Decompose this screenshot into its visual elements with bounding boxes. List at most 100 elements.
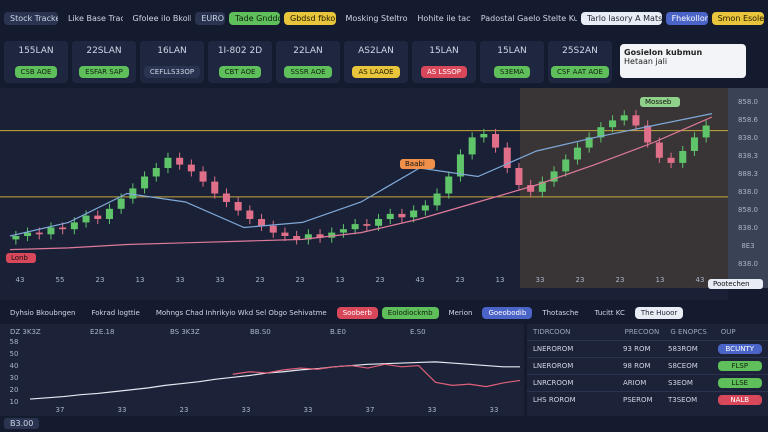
- ticker-card[interactable]: 25S2AN CSF AAT AOE: [548, 41, 612, 83]
- tab[interactable]: Fhekollon: [665, 11, 708, 25]
- cell: PSEROM: [623, 396, 653, 404]
- ticker-badge: CSF AAT AOE: [551, 66, 609, 78]
- candle-body: [339, 229, 347, 233]
- top-bar: Stock Tracker Like Base Trach Gfolee ilo B…: [0, 4, 768, 32]
- ticker-price: 1I-802 2D: [217, 46, 263, 56]
- ticker-badge: S3EMA: [493, 66, 531, 78]
- cell: 93 ROM: [623, 345, 651, 353]
- candle-body: [538, 181, 546, 192]
- tab[interactable]: Like Base Trach: [67, 13, 123, 23]
- ticker-row: 155LAN CSB AOE 22SLAN ESFAR SAP 16LAN CEFLLS3…: [0, 40, 616, 84]
- candle-body: [246, 210, 254, 219]
- ticker-card[interactable]: 22LAN SSSR AOE: [276, 41, 340, 83]
- tag-label: Pootechen: [713, 280, 750, 288]
- ticker-price: 15LAN: [497, 46, 527, 56]
- candle-body: [269, 225, 277, 233]
- price-label: 8E3: [741, 242, 754, 250]
- tab[interactable]: Hohite ile tacts: [417, 13, 471, 23]
- table-header: TIDRCOON PRECOON G ENOPCS OUP: [527, 324, 768, 340]
- ticker-card[interactable]: 155LAN CSB AOE: [4, 41, 68, 83]
- tab[interactable]: EURO: [195, 11, 226, 25]
- ticker-badge: CSB AOE: [14, 66, 58, 78]
- row-action[interactable]: BCUNTY: [717, 344, 762, 354]
- tab[interactable]: Padostal Gaelo Stelte Kuaihe: [480, 13, 577, 23]
- candle-body: [702, 125, 710, 138]
- tab[interactable]: Tade Gnddol: [229, 11, 281, 25]
- candle-body: [597, 127, 605, 138]
- row-action[interactable]: NALB: [717, 395, 762, 405]
- ticker-card[interactable]: 22SLAN ESFAR SAP: [72, 41, 136, 83]
- tag-bg: [640, 97, 680, 107]
- price-label: 838.3: [738, 152, 758, 160]
- candle-body: [70, 222, 78, 230]
- cell: T3SEOM: [668, 396, 698, 404]
- ticker-card[interactable]: 15LAN AS LSSOP: [412, 41, 476, 83]
- lower-y-label: 30: [10, 374, 19, 382]
- row-action[interactable]: FLSP: [717, 361, 762, 371]
- candle-body: [468, 137, 476, 155]
- lower-y-label: 20: [10, 386, 19, 394]
- cell: LNRCROOM: [533, 379, 574, 387]
- lower-y-label: 40: [10, 362, 19, 370]
- notification[interactable]: Gosielon kubmun Hetaan jali: [620, 44, 746, 78]
- tab[interactable]: Stock Tracker: [4, 11, 58, 25]
- candle-body: [316, 234, 324, 238]
- ticker-card[interactable]: 15LAN S3EMA: [480, 41, 544, 83]
- candle-body: [503, 147, 511, 168]
- lower-line: [232, 363, 521, 388]
- tab[interactable]: Gfolee ilo Bkolbe: [132, 13, 192, 23]
- lower-tab[interactable]: Thotasche: [542, 309, 579, 317]
- candle-body: [117, 198, 125, 209]
- lower-tab[interactable]: Dyhsio Bkoubngen: [10, 309, 76, 317]
- x-label: 13: [136, 276, 145, 284]
- x-label: 23: [616, 276, 625, 284]
- ma-line: [9, 116, 713, 251]
- lower-header: E2E.18: [90, 328, 114, 336]
- ticker-badge: AS LSSOP: [421, 66, 467, 78]
- ticker-card[interactable]: AS2LAN AS LAAOE: [344, 41, 408, 83]
- price-label: 888.3: [738, 170, 758, 178]
- ticker-badge: AS LAAOE: [352, 66, 400, 78]
- ticker-price: 15LAN: [429, 46, 459, 56]
- x-label: 43: [16, 276, 25, 284]
- x-label: 23: [96, 276, 105, 284]
- lower-bg: [0, 324, 524, 416]
- lower-tab[interactable]: Sooberb: [336, 307, 378, 319]
- ticker-card[interactable]: 16LAN CEFLLS33OP: [140, 41, 204, 83]
- lower-tab[interactable]: Eolodiockmb: [381, 307, 439, 319]
- row-action[interactable]: LLSE: [717, 378, 762, 388]
- tag-label: Lonb: [11, 254, 28, 262]
- candle-body: [176, 157, 184, 165]
- candle-body: [141, 176, 149, 189]
- lower-tab[interactable]: The Huoor: [634, 307, 684, 319]
- notification-text: Hetaan jali: [624, 57, 668, 66]
- candle-body: [211, 181, 219, 194]
- tab[interactable]: Gbdsd fbkon: [284, 11, 336, 25]
- table-row: LNEROROM 98 ROM S8CEOM FLSP: [527, 357, 768, 374]
- tab[interactable]: Tarlo lasory A Matsiah: [580, 11, 662, 25]
- tab[interactable]: Mosking Steltrons: [345, 13, 408, 23]
- table: TIDRCOON PRECOON G ENOPCS OUP LNEROROM 93 ROM…: [527, 324, 768, 416]
- lower-x-label: 33: [428, 406, 437, 414]
- lower-tab[interactable]: Goeobodib: [482, 307, 533, 319]
- candle-body: [585, 137, 593, 148]
- ticker-card[interactable]: 1I-802 2D CBT AOE: [208, 41, 272, 83]
- lower-header: DZ 3K3Z: [10, 328, 41, 336]
- tab[interactable]: Smon Esoleo: [711, 11, 764, 25]
- lower-tab[interactable]: Fokrad logttie: [91, 309, 140, 317]
- candle-body: [351, 224, 359, 230]
- cell: 583ROM: [668, 345, 698, 353]
- candle-body: [655, 142, 663, 158]
- lower-tab[interactable]: Tucitt KC: [594, 309, 625, 317]
- candle-body: [234, 202, 242, 211]
- header-cell: PRECOON: [624, 328, 660, 336]
- cell: S3EOM: [668, 379, 693, 387]
- price-label: 838.0: [738, 224, 758, 232]
- price-label: 858.0: [738, 206, 758, 214]
- lower-tab[interactable]: Mohngs Chad Inhrikyio Wkd Sel Obgo Sehiv…: [155, 309, 327, 317]
- table-row: LHS ROROM PSEROM T3SEOM NALB: [527, 391, 768, 408]
- lower-x-label: 33: [118, 406, 127, 414]
- candle-body: [573, 147, 581, 160]
- lower-tab[interactable]: Merion: [448, 309, 473, 317]
- cell: 98 ROM: [623, 362, 651, 370]
